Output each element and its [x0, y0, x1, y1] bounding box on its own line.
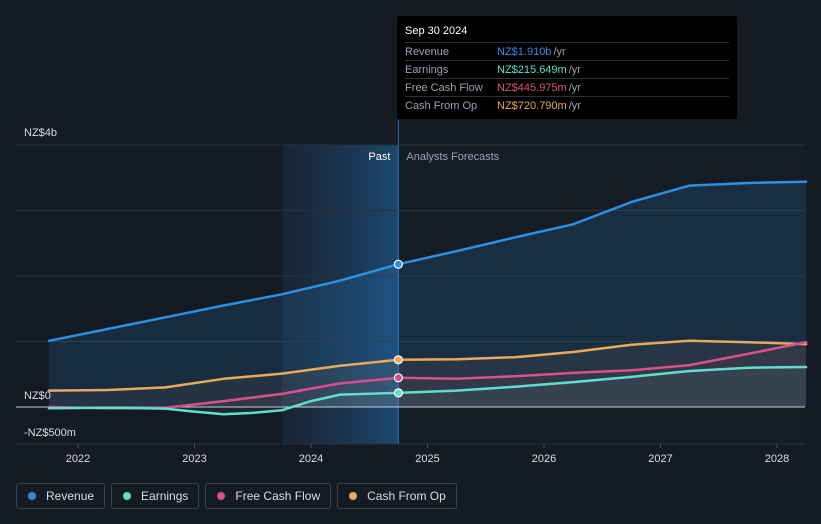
legend: Revenue Earnings Free Cash Flow Cash Fro… [16, 483, 457, 509]
past-background [16, 145, 282, 444]
chart: NZ$4b NZ$0 -NZ$500m 2022 2023 2024 2025 2026 202… [16, 120, 808, 465]
legend-item-free-cash-flow[interactable]: Free Cash Flow [205, 483, 332, 509]
tooltip-value: NZ$1.910b [497, 45, 552, 58]
tooltip-value: NZ$445.975m [497, 81, 567, 94]
tooltip-date: Sep 30 2024 [405, 25, 468, 37]
x-tick-label: 2024 [299, 453, 323, 465]
forecast-label: Analysts Forecasts [406, 151, 499, 163]
y-axis-label: -NZ$500m [24, 427, 76, 439]
legend-item-earnings[interactable]: Earnings [111, 483, 200, 509]
tooltip-unit: /yr [568, 81, 581, 94]
tooltip-value: NZ$720.790m [497, 99, 567, 112]
hover-tooltip: Sep 30 2024 Revenue NZ$1.910b /yr Earnin… [397, 16, 737, 119]
legend-label: Earnings [141, 489, 189, 503]
data-point-revenue [393, 259, 403, 269]
legend-dot-icon [28, 492, 36, 500]
past-label: Past [368, 151, 390, 163]
series-area-revenue [48, 181, 807, 407]
series-line-earnings [47, 365, 808, 416]
legend-item-revenue[interactable]: Revenue [16, 483, 106, 509]
series-line-free-cash-flow [47, 340, 808, 410]
data-point-earnings [393, 388, 403, 398]
tooltip-unit: /yr [568, 99, 581, 112]
tooltip-unit: /yr [568, 63, 581, 76]
chart-plot: NZ$4b NZ$0 -NZ$500m 2022 2023 2024 2025 2026 202… [16, 120, 808, 465]
series-line-revenue [47, 180, 808, 343]
legend-dot-icon [217, 492, 226, 500]
legend-label: Free Cash Flow [235, 489, 321, 503]
x-tick-label: 2025 [415, 453, 439, 465]
x-tick-label: 2023 [182, 453, 206, 465]
legend-item-cash-from-op[interactable]: Cash From Op [337, 483, 457, 509]
tooltip-unit: /yr [553, 45, 566, 58]
tooltip-row-revenue: Revenue NZ$1.910b /yr [405, 42, 729, 60]
legend-label: Cash From Op [367, 489, 446, 503]
series-area-cash-from-op [48, 340, 807, 407]
y-axis-label: NZ$0 [24, 390, 51, 402]
tooltip-label: Cash From Op [405, 99, 478, 112]
tooltip-row-earnings: Earnings NZ$215.649m /yr [405, 60, 729, 78]
tooltip-label: Earnings [405, 63, 449, 76]
legend-dot-icon [349, 492, 358, 500]
x-tick-label: 2022 [66, 453, 90, 465]
data-point-cash-from-op [393, 355, 403, 365]
tooltip-label: Revenue [405, 45, 450, 58]
tooltip-value: NZ$215.649m [497, 63, 567, 76]
legend-dot-icon [123, 492, 132, 500]
legend-label: Revenue [46, 489, 95, 503]
data-point-free-cash-flow [393, 373, 403, 383]
series-area-free-cash-flow [48, 342, 807, 409]
series-line-cash-from-op [47, 339, 808, 392]
tooltip-row-cash-from-op: Cash From Op NZ$720.790m /yr [405, 96, 729, 114]
x-tick-label: 2027 [648, 453, 672, 465]
tooltip-row-free-cash-flow: Free Cash Flow NZ$445.975m /yr [405, 78, 729, 96]
x-tick-label: 2028 [765, 453, 789, 465]
x-tick-label: 2026 [532, 453, 556, 465]
tooltip-label: Free Cash Flow [405, 81, 483, 94]
y-axis-label: NZ$4b [24, 127, 57, 139]
